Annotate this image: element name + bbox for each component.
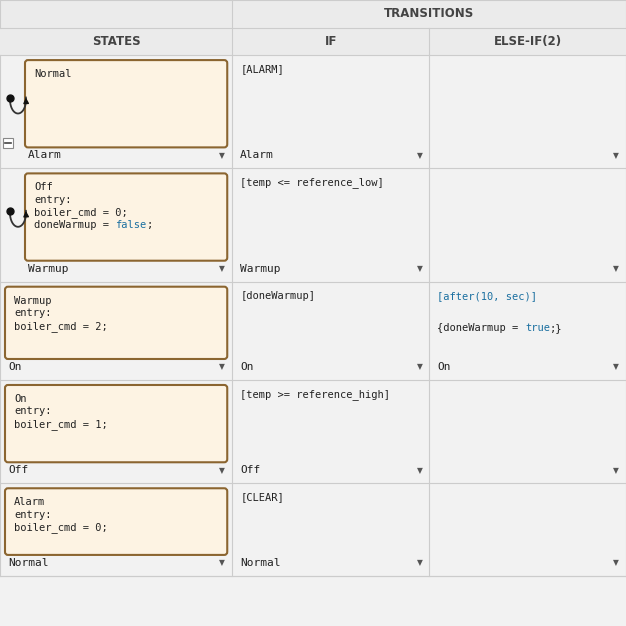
- Text: entry:: entry:: [14, 510, 51, 520]
- Bar: [0, 282, 626, 380]
- Text: [ALARM]: [ALARM]: [240, 64, 284, 74]
- Text: false: false: [115, 220, 146, 230]
- Text: ▼: ▼: [613, 264, 619, 273]
- Text: Warmup: Warmup: [14, 295, 51, 305]
- Bar: [0, 55, 626, 168]
- Text: Normal: Normal: [8, 558, 48, 568]
- Text: STATES: STATES: [92, 35, 140, 48]
- Text: Alarm: Alarm: [14, 497, 45, 507]
- Bar: [0, 483, 626, 576]
- Text: boiler_cmd = 0;: boiler_cmd = 0;: [14, 522, 108, 533]
- Bar: [0, 380, 626, 483]
- Text: On: On: [14, 394, 26, 404]
- Text: ▼: ▼: [219, 558, 225, 567]
- Text: ▼: ▼: [219, 151, 225, 160]
- Text: On: On: [438, 362, 451, 372]
- Text: Off: Off: [240, 465, 260, 475]
- Text: Off: Off: [34, 182, 53, 192]
- Text: boiler_cmd = 2;: boiler_cmd = 2;: [14, 321, 108, 332]
- Text: boiler_cmd = 0;: boiler_cmd = 0;: [34, 207, 128, 218]
- FancyBboxPatch shape: [5, 488, 227, 555]
- FancyBboxPatch shape: [5, 385, 227, 462]
- Text: entry:: entry:: [14, 308, 51, 318]
- Text: ▼: ▼: [613, 362, 619, 371]
- Text: Off: Off: [8, 465, 28, 475]
- Text: ▼: ▼: [219, 264, 225, 273]
- Bar: [0, 168, 626, 282]
- Text: [after(10, sec)]: [after(10, sec)]: [438, 290, 538, 300]
- Text: ▼: ▼: [613, 151, 619, 160]
- Text: {doneWarmup =: {doneWarmup =: [438, 323, 525, 333]
- FancyBboxPatch shape: [25, 173, 227, 260]
- Text: doneWarmup =: doneWarmup =: [0, 625, 1, 626]
- Text: Normal: Normal: [240, 558, 280, 568]
- Text: [doneWarmup]: [doneWarmup]: [240, 290, 316, 300]
- Bar: [3, 138, 13, 148]
- Text: [temp <= reference_low]: [temp <= reference_low]: [240, 177, 384, 188]
- Text: ▼: ▼: [613, 466, 619, 475]
- Text: On: On: [240, 362, 254, 372]
- Text: ELSE-IF(2): ELSE-IF(2): [494, 35, 562, 48]
- Text: Alarm: Alarm: [240, 150, 274, 160]
- Text: entry:: entry:: [14, 406, 51, 416]
- Text: ▼: ▼: [416, 264, 423, 273]
- Text: ;: ;: [146, 220, 153, 230]
- Text: On: On: [8, 362, 21, 372]
- Bar: [0, 28, 626, 55]
- Text: doneWarmup =: doneWarmup =: [34, 220, 115, 230]
- Text: TRANSITIONS: TRANSITIONS: [384, 8, 475, 20]
- Text: Alarm: Alarm: [28, 150, 62, 160]
- Text: boiler_cmd = 1;: boiler_cmd = 1;: [14, 419, 108, 430]
- Text: ▼: ▼: [613, 558, 619, 567]
- Text: ▼: ▼: [416, 558, 423, 567]
- FancyBboxPatch shape: [5, 287, 227, 359]
- Text: ▼: ▼: [219, 362, 225, 371]
- Text: IF: IF: [325, 35, 337, 48]
- Text: [temp >= reference_high]: [temp >= reference_high]: [240, 389, 390, 400]
- Text: ;}: ;}: [550, 323, 562, 333]
- Text: true: true: [525, 323, 550, 333]
- Text: ▼: ▼: [219, 466, 225, 475]
- Text: Warmup: Warmup: [240, 264, 280, 274]
- Text: Normal: Normal: [34, 69, 71, 79]
- Text: [CLEAR]: [CLEAR]: [240, 492, 284, 502]
- Text: entry:: entry:: [34, 195, 71, 205]
- Text: ▼: ▼: [416, 466, 423, 475]
- Text: ▼: ▼: [416, 362, 423, 371]
- FancyBboxPatch shape: [25, 60, 227, 147]
- Bar: [0, 0, 626, 28]
- Text: Warmup: Warmup: [28, 264, 68, 274]
- Text: ▼: ▼: [416, 151, 423, 160]
